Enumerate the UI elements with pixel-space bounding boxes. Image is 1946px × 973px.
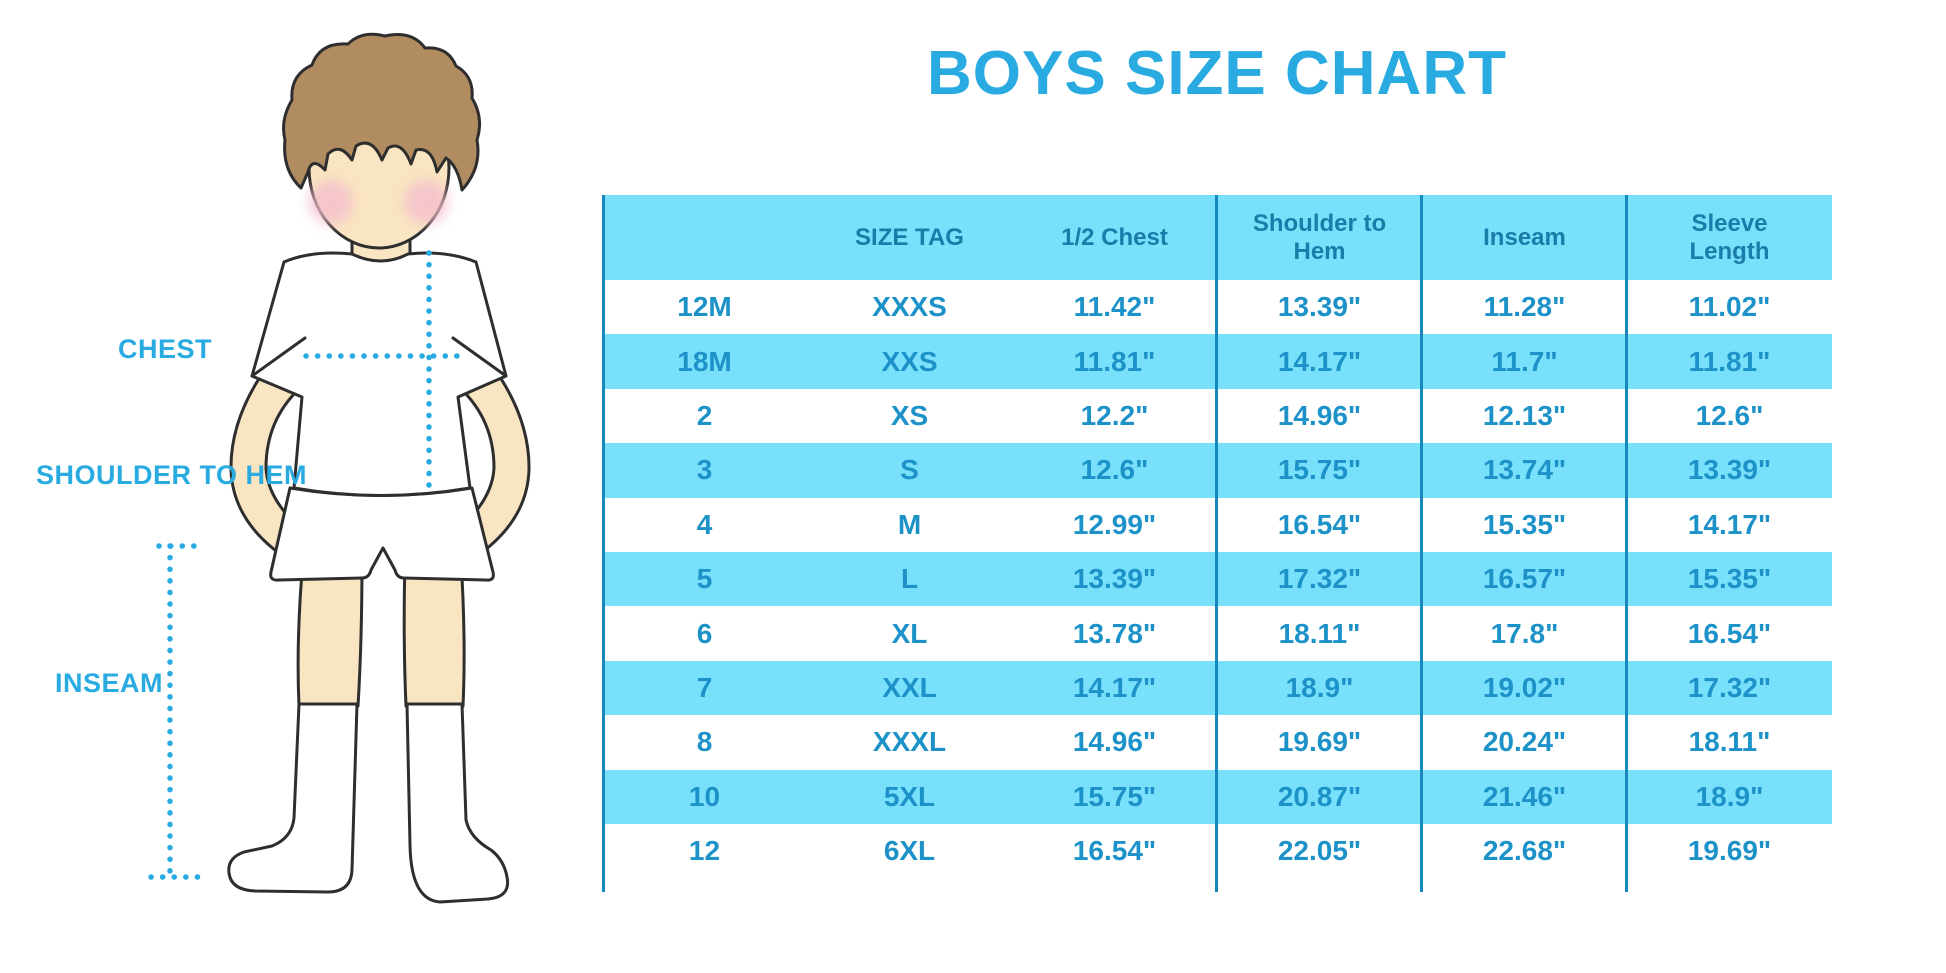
table-cell: 10 <box>688 780 721 812</box>
table-cell: 14.96" <box>1072 726 1157 758</box>
page-title: BOYS SIZE CHART <box>927 39 1507 108</box>
right-blush <box>404 180 448 224</box>
table-cell: 20.87" <box>1277 780 1362 812</box>
table-cell: 11.81" <box>1688 345 1771 377</box>
table-cell: 12.99" <box>1072 508 1157 540</box>
left-sock-shape <box>227 702 359 894</box>
table-cell: 11.7" <box>1491 345 1558 377</box>
left-leg-shape <box>296 558 364 708</box>
shirt-shape <box>250 251 508 497</box>
header-cell-size-tag: SIZE TAG <box>855 223 964 251</box>
right-sock-shape <box>405 702 510 904</box>
table-cell: XS <box>890 399 929 431</box>
shorts-shape <box>269 486 495 582</box>
table-cell: 2 <box>696 399 713 431</box>
table-cell: 21.46" <box>1482 780 1567 812</box>
boy-measurement-illustration <box>148 32 531 904</box>
table-cell: 18.9" <box>1285 671 1354 703</box>
table-cell: M <box>897 508 922 540</box>
table-cell: 18.9" <box>1695 780 1764 812</box>
header-cell-half-chest: 1/2 Chest <box>1061 223 1168 251</box>
table-cell: 5XL <box>883 780 936 812</box>
table-cell: 6XL <box>883 835 936 867</box>
inseam-label: INSEAM <box>55 668 164 698</box>
header-cell-size <box>602 195 807 280</box>
table-cell: 13.39" <box>1687 454 1772 486</box>
table-cell: 8 <box>696 726 713 758</box>
table-cell: 11.42" <box>1073 291 1156 323</box>
table-cell: 15.75" <box>1277 454 1362 486</box>
table-cell: 12.13" <box>1482 399 1567 431</box>
hair-shape <box>282 32 482 192</box>
table-cell: XXXL <box>872 726 947 758</box>
table-cell: 12M <box>677 291 732 323</box>
table-cell: 18.11" <box>1278 617 1361 649</box>
table-cell: XL <box>891 617 928 649</box>
column-divider <box>1625 195 1628 892</box>
table-cell: 19.02" <box>1482 671 1567 703</box>
table-cell: 11.28" <box>1483 291 1566 323</box>
header-cell-inseam: Inseam <box>1483 223 1566 251</box>
table-cell: 22.05" <box>1277 835 1362 867</box>
table-cell: 19.69" <box>1687 835 1772 867</box>
table-cell: S <box>900 454 919 486</box>
table-cell: 5 <box>696 563 713 595</box>
table-cell: 13.74" <box>1482 454 1567 486</box>
table-cell: 15.35" <box>1482 508 1567 540</box>
left-sleeve-hem <box>250 336 307 378</box>
table-cell: 16.54" <box>1072 835 1157 867</box>
table-cell: 12 <box>688 835 721 867</box>
table-cell: XXXS <box>872 291 947 323</box>
table-cell: XXL <box>882 671 937 703</box>
table-cell: 13.78" <box>1072 617 1157 649</box>
table-cell: 14.17" <box>1687 508 1772 540</box>
table-cell: 7 <box>696 671 713 703</box>
table-cell: 13.39" <box>1277 291 1362 323</box>
table-cell: L <box>900 563 919 595</box>
size-table: SIZE TAG 1/2 Chest Shoulder to Hem Insea… <box>602 195 1832 892</box>
table-cell: 12.2" <box>1080 399 1149 431</box>
table-cell: 19.69" <box>1277 726 1362 758</box>
table-cell: XXS <box>881 345 938 377</box>
header-cell-shoulder-to-hem: Shoulder to Hem <box>1252 209 1387 265</box>
table-cell: 14.96" <box>1277 399 1362 431</box>
table-cell: 15.35" <box>1687 563 1772 595</box>
right-sleeve-hem <box>451 336 508 378</box>
table-cell: 15.75" <box>1072 780 1157 812</box>
table-cell: 17.32" <box>1687 671 1772 703</box>
table-cell: 18M <box>677 345 732 377</box>
column-divider <box>1420 195 1423 892</box>
table-cell: 22.68" <box>1482 835 1567 867</box>
table-cell: 17.32" <box>1277 563 1362 595</box>
table-cell: 17.8" <box>1490 617 1559 649</box>
header-cell-sleeve-length: Sleeve Length <box>1689 209 1770 265</box>
table-cell: 20.24" <box>1482 726 1567 758</box>
chest-label: CHEST <box>118 334 213 364</box>
table-cell: 12.6" <box>1695 399 1764 431</box>
column-divider <box>602 195 605 892</box>
table-cell: 16.54" <box>1687 617 1772 649</box>
table-cell: 16.54" <box>1277 508 1362 540</box>
table-cell: 11.81" <box>1073 345 1156 377</box>
table-cell: 14.17" <box>1277 345 1362 377</box>
column-divider <box>1215 195 1218 892</box>
table-cell: 6 <box>696 617 713 649</box>
right-leg-shape <box>402 558 466 708</box>
table-cell: 13.39" <box>1072 563 1157 595</box>
table-cell: 18.11" <box>1688 726 1771 758</box>
table-cell: 12.6" <box>1080 454 1149 486</box>
table-cell: 3 <box>696 454 713 486</box>
table-cell: 16.57" <box>1482 563 1567 595</box>
table-cell: 4 <box>696 508 713 540</box>
table-cell: 11.02" <box>1688 291 1771 323</box>
table-cell: 14.17" <box>1072 671 1157 703</box>
shoulder-to-hem-label: SHOULDER TO HEM <box>36 460 308 490</box>
left-blush <box>309 180 353 224</box>
